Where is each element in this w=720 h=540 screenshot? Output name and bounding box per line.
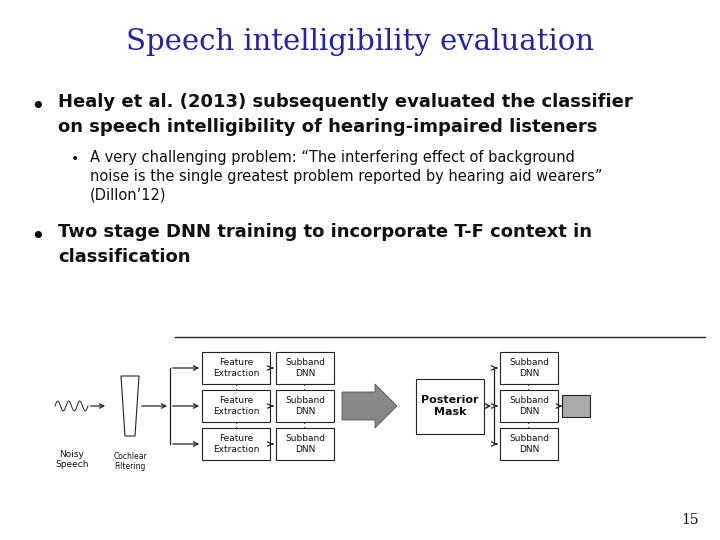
FancyBboxPatch shape [202,352,270,384]
Text: Feature
Extraction: Feature Extraction [213,396,259,416]
Text: Subband
DNN: Subband DNN [509,434,549,454]
Text: Healy et al. (2013) subsequently evaluated the classifier: Healy et al. (2013) subsequently evaluat… [58,93,633,111]
Text: Subband
DNN: Subband DNN [285,358,325,378]
Text: Two stage DNN training to incorporate T-F context in: Two stage DNN training to incorporate T-… [58,223,592,241]
Text: Speech intelligibility evaluation: Speech intelligibility evaluation [126,28,594,56]
Text: :: : [235,420,238,430]
Text: Noisy
Speech: Noisy Speech [55,450,89,469]
Text: Subband
DNN: Subband DNN [509,358,549,378]
FancyBboxPatch shape [276,390,334,422]
Text: noise is the single greatest problem reported by hearing aid wearers”: noise is the single greatest problem rep… [90,169,603,184]
Text: on speech intelligibility of hearing-impaired listeners: on speech intelligibility of hearing-imp… [58,118,598,136]
FancyBboxPatch shape [500,428,558,460]
Polygon shape [121,376,139,436]
Text: Subband
DNN: Subband DNN [509,396,549,416]
Text: •: • [31,225,45,249]
FancyBboxPatch shape [276,428,334,460]
Text: Subband
DNN: Subband DNN [285,396,325,416]
Text: classification: classification [58,248,191,266]
Text: :: : [527,420,531,430]
Text: :: : [235,382,238,392]
FancyBboxPatch shape [202,390,270,422]
FancyBboxPatch shape [500,352,558,384]
Text: (Dillon’12): (Dillon’12) [90,188,166,203]
FancyBboxPatch shape [500,390,558,422]
Text: •: • [71,152,79,166]
FancyBboxPatch shape [562,395,590,417]
Polygon shape [342,384,397,428]
Text: Posterior
Mask: Posterior Mask [421,395,479,417]
Text: Feature
Extraction: Feature Extraction [213,434,259,454]
Text: •: • [31,95,45,119]
Text: A very challenging problem: “The interfering effect of background: A very challenging problem: “The interfe… [90,150,575,165]
FancyBboxPatch shape [202,428,270,460]
FancyBboxPatch shape [276,352,334,384]
Text: Subband
DNN: Subband DNN [285,434,325,454]
Text: Feature
Extraction: Feature Extraction [213,358,259,378]
Text: :: : [303,382,307,392]
Text: 15: 15 [681,513,699,527]
Text: :: : [303,420,307,430]
FancyBboxPatch shape [416,379,484,434]
Text: Cochlear
Filtering: Cochlear Filtering [113,452,147,471]
Text: :: : [527,382,531,392]
